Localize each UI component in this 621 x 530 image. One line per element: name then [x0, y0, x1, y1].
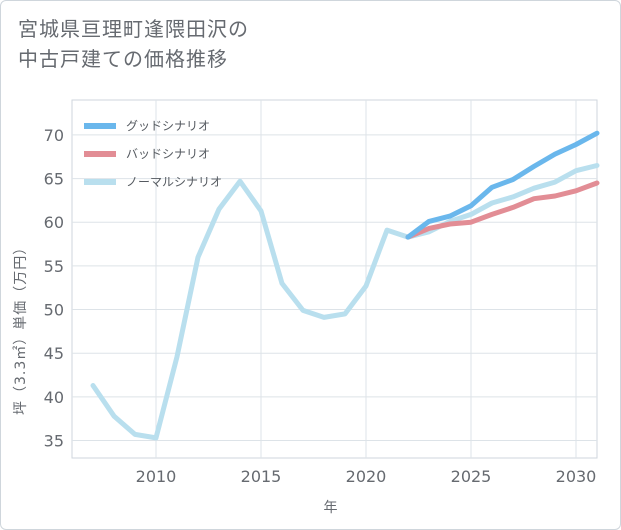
y-tick-label: 65: [44, 170, 64, 189]
legend-label: ノーマルシナリオ: [126, 175, 222, 189]
legend-label: グッドシナリオ: [126, 119, 210, 133]
x-tick-label: 2015: [241, 467, 282, 486]
y-tick-label: 50: [44, 301, 64, 320]
x-tick-label: 2025: [451, 467, 492, 486]
chart-title-line2: 中古戸建ての価格推移: [18, 47, 228, 71]
x-tick-label: 2010: [136, 467, 177, 486]
y-tick-label: 40: [44, 388, 64, 407]
y-tick-label: 70: [44, 126, 64, 145]
chart-title: 宮城県亘理町逢隈田沢の 中古戸建ての価格推移: [18, 14, 578, 74]
y-tick-label: 35: [44, 432, 64, 451]
y-tick-label: 45: [44, 344, 64, 363]
y-tick-label: 55: [44, 257, 64, 276]
y-tick-label: 60: [44, 213, 64, 232]
series-line: [90, 163, 600, 441]
plot-frame: [71, 99, 598, 459]
y-axis-label: 坪（3.3㎡）単価（万円）: [13, 239, 29, 415]
x-tick-label: 2030: [556, 467, 597, 486]
x-tick-label: 2020: [346, 467, 387, 486]
series-line: [405, 180, 600, 240]
chart-title-line1: 宮城県亘理町逢隈田沢の: [18, 17, 249, 41]
series-line: [405, 130, 600, 240]
legend-label: バッドシナリオ: [126, 147, 210, 161]
x-axis-label: 年: [323, 500, 338, 516]
